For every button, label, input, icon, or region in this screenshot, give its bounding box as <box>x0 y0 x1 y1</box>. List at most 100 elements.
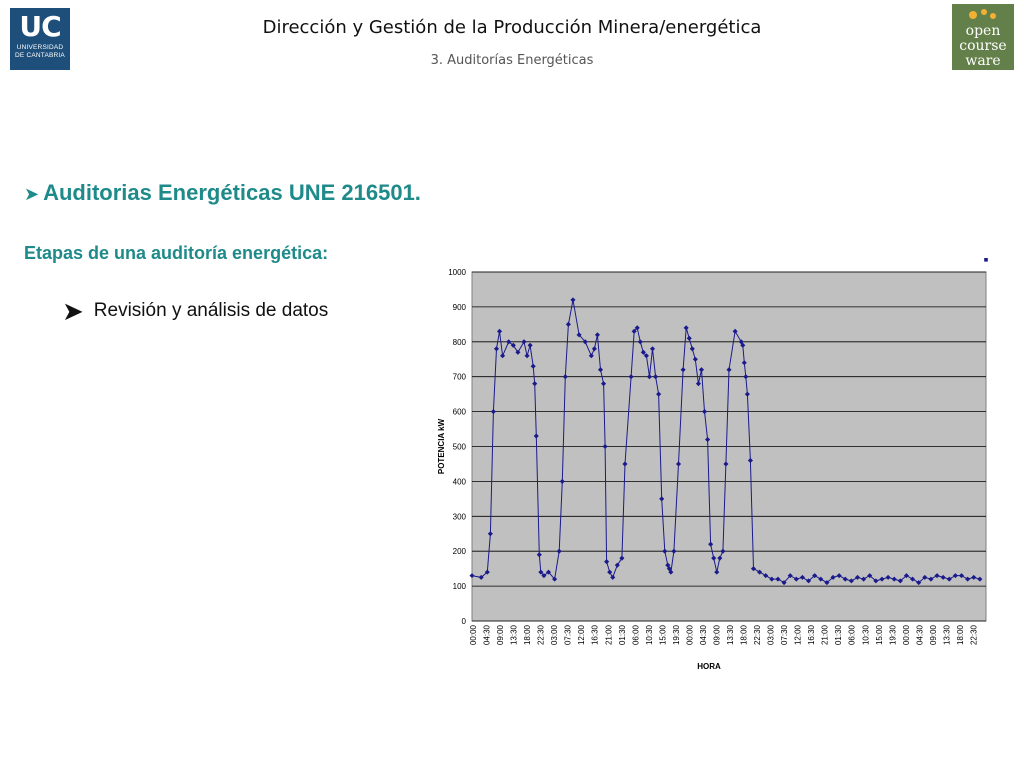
data-point <box>928 576 934 582</box>
data-point <box>711 555 717 561</box>
x-tick-label: 12:00 <box>577 624 586 645</box>
x-tick-label: 22:30 <box>537 624 546 645</box>
section-subheading: Etapas de una auditoría energética: <box>24 243 329 263</box>
data-point <box>861 576 867 582</box>
data-point <box>692 356 698 362</box>
x-tick-label: 07:30 <box>780 624 789 645</box>
x-tick-label: 19:30 <box>888 624 897 645</box>
ocw-logo: open course ware <box>952 4 1014 70</box>
x-tick-label: 13:30 <box>942 624 951 645</box>
data-point <box>824 580 830 586</box>
data-point <box>934 573 940 579</box>
data-point <box>971 574 977 580</box>
data-point <box>533 433 539 439</box>
data-point <box>903 573 909 579</box>
arrow-bullet-icon: ➤ <box>24 184 40 204</box>
x-tick-label: 04:30 <box>915 624 924 645</box>
data-point <box>597 367 604 373</box>
x-tick-label: 18:00 <box>956 624 965 645</box>
x-tick-label: 09:00 <box>496 624 505 645</box>
arrow-bullet-icon: ➤ <box>62 296 84 326</box>
data-point <box>769 576 775 582</box>
y-tick-label: 600 <box>453 408 467 417</box>
x-tick-label: 15:00 <box>658 624 667 645</box>
data-point <box>940 574 946 580</box>
x-tick-label: 13:30 <box>726 624 735 645</box>
y-tick-label: 800 <box>453 338 467 347</box>
data-point <box>496 328 503 334</box>
x-tick-label: 13:30 <box>510 624 519 645</box>
data-point <box>622 461 628 467</box>
ocw-logo-line3: ware <box>965 53 1001 69</box>
y-tick-label: 100 <box>453 582 467 591</box>
data-point <box>830 574 836 580</box>
data-point <box>854 574 861 580</box>
y-tick-label: 200 <box>453 547 467 556</box>
data-point <box>867 573 873 579</box>
y-tick-label: 0 <box>462 617 467 626</box>
y-tick-label: 700 <box>453 373 467 382</box>
data-point <box>643 353 649 359</box>
x-tick-label: 09:00 <box>929 624 938 645</box>
x-tick-label: 06:00 <box>631 624 640 645</box>
x-tick-label: 21:00 <box>821 624 830 645</box>
x-tick-label: 18:00 <box>523 624 532 645</box>
data-point <box>946 576 952 582</box>
data-point <box>891 576 897 582</box>
x-tick-label: 07:30 <box>564 624 573 645</box>
data-point <box>848 578 854 584</box>
data-point <box>490 409 496 415</box>
power-chart: 0 100 200 300 400 500 600 700 800 900 1000 00:00 04:… <box>437 258 988 671</box>
data-point <box>675 461 682 467</box>
x-tick-label: 10:30 <box>861 624 870 645</box>
x-tick-label: 06:00 <box>848 624 857 645</box>
data-point <box>799 574 805 580</box>
y-tick-label: 1000 <box>448 268 466 277</box>
data-point <box>916 580 922 586</box>
data-point <box>806 578 812 584</box>
data-point <box>714 569 720 575</box>
x-tick-label: 15:00 <box>875 624 884 645</box>
ocw-logo-line1: open <box>965 23 1001 39</box>
data-point <box>873 578 879 584</box>
data-point <box>787 573 793 579</box>
data-point <box>500 353 506 359</box>
x-tick-label: 03:00 <box>550 624 559 645</box>
data-point <box>720 548 726 554</box>
x-axis-label: HORA <box>697 662 721 671</box>
page-subtitle: 3. Auditorías Energéticas <box>430 53 594 68</box>
data-point <box>922 574 928 580</box>
ocw-dots-icon <box>969 9 996 19</box>
x-tick-label: 21:00 <box>604 624 613 645</box>
data-point <box>538 569 544 575</box>
data-point <box>793 576 799 582</box>
data-point <box>646 374 652 380</box>
data-point <box>683 325 689 331</box>
x-tick-label: 16:30 <box>591 624 600 645</box>
data-point <box>897 578 903 584</box>
section-heading-text: Auditorias Energéticas UNE 216501. <box>43 180 421 205</box>
x-tick-label: 10:30 <box>645 624 654 645</box>
x-tick-label: 18:00 <box>740 624 749 645</box>
uc-logo-line2: DE CANTABRIA <box>15 52 65 59</box>
data-point <box>781 580 787 586</box>
uc-logo-line1: UNIVERSIDAD <box>16 44 64 51</box>
uc-logo-mark: UC <box>19 10 61 43</box>
data-point <box>984 258 988 262</box>
y-tick-label: 500 <box>453 443 467 452</box>
x-tick-label: 16:30 <box>807 624 816 645</box>
data-point <box>910 576 916 582</box>
data-point <box>885 574 891 580</box>
bullet-item: ➤ Revisión y análisis de datos <box>62 296 328 327</box>
x-tick-label: 00:00 <box>469 624 478 645</box>
data-point <box>628 374 634 380</box>
x-tick-label: 00:00 <box>902 624 911 645</box>
section-heading: ➤ Auditorias Energéticas UNE 216501. <box>24 180 421 206</box>
data-point <box>818 576 824 582</box>
x-tick-label: 01:30 <box>618 624 627 645</box>
data-point <box>842 576 848 582</box>
uc-logo: UC UNIVERSIDAD DE CANTABRIA <box>10 8 70 70</box>
data-point <box>717 555 723 561</box>
y-tick-label: 300 <box>453 512 467 521</box>
data-point <box>763 573 769 579</box>
